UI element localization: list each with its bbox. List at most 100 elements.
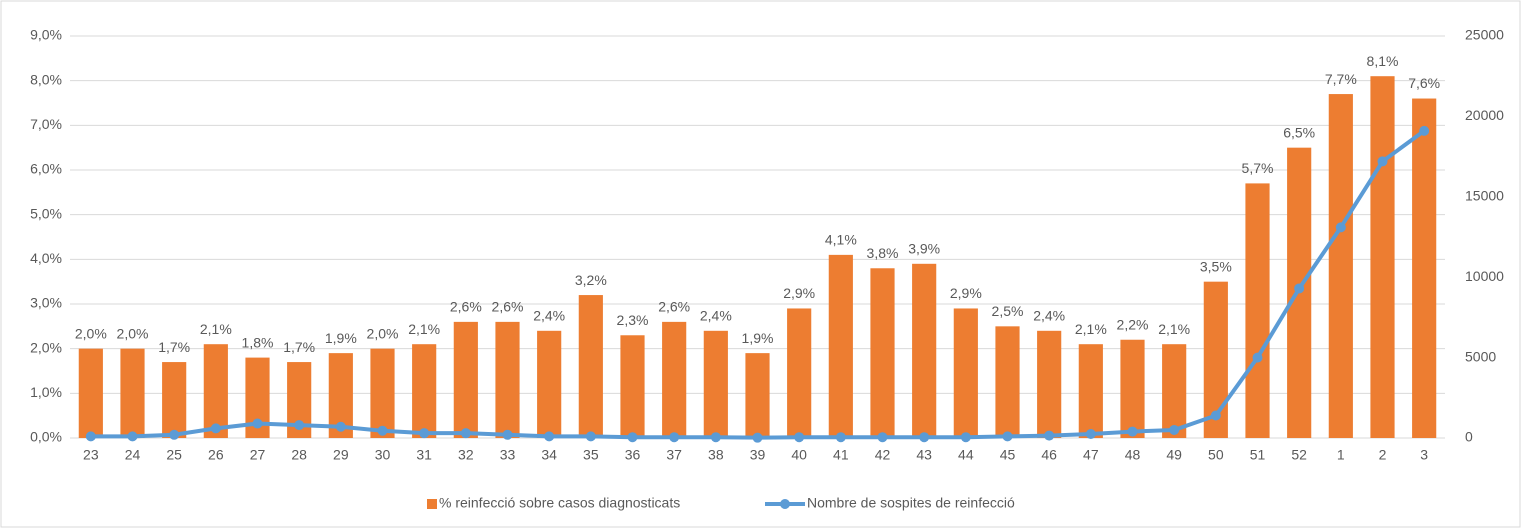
- x-tick-label: 43: [916, 447, 932, 463]
- legend-label: % reinfecció sobre casos diagnosticats: [439, 495, 680, 511]
- y-tick-label: 7,0%: [30, 116, 62, 132]
- x-tick-label: 38: [708, 447, 724, 463]
- data-label: 3,5%: [1200, 258, 1232, 274]
- data-label: 2,1%: [200, 321, 232, 337]
- x-tick-label: 49: [1166, 447, 1182, 463]
- y2-tick-label: 10000: [1465, 268, 1504, 284]
- x-tick-label: 45: [1000, 447, 1016, 463]
- data-label: 3,8%: [867, 245, 899, 261]
- data-label: 2,5%: [992, 303, 1024, 319]
- bar: [412, 344, 437, 438]
- line-marker: [85, 431, 96, 442]
- x-tick-label: 44: [958, 447, 974, 463]
- y-tick-label: 3,0%: [30, 295, 62, 311]
- line-marker: [627, 432, 638, 443]
- data-label: 7,6%: [1408, 75, 1440, 91]
- y-tick-label: 2,0%: [30, 339, 62, 355]
- data-label: 2,4%: [533, 308, 565, 324]
- data-label: 1,7%: [158, 339, 190, 355]
- bar: [203, 344, 228, 438]
- y-tick-label: 1,0%: [30, 384, 62, 400]
- data-label: 2,6%: [492, 299, 524, 315]
- y2-tick-label: 5000: [1465, 348, 1496, 364]
- bar: [662, 321, 687, 438]
- y-tick-label: 6,0%: [30, 161, 62, 177]
- x-tick-label: 40: [791, 447, 807, 463]
- x-tick-label: 1: [1337, 447, 1345, 463]
- bar: [453, 321, 478, 438]
- line-marker: [169, 429, 180, 440]
- x-tick-label: 26: [208, 447, 224, 463]
- bar: [1245, 183, 1270, 438]
- line-marker: [1210, 410, 1221, 421]
- bar: [578, 295, 603, 438]
- line-marker: [1419, 125, 1430, 136]
- x-tick-label: 52: [1291, 447, 1307, 463]
- data-label: 2,9%: [950, 285, 982, 301]
- legend-label: Nombre de sospites de reinfecció: [807, 495, 1015, 511]
- x-tick-label: 29: [333, 447, 349, 463]
- data-label: 3,9%: [908, 241, 940, 257]
- data-label: 6,5%: [1283, 124, 1315, 140]
- x-tick-label: 34: [541, 447, 557, 463]
- x-tick-label: 23: [83, 447, 99, 463]
- data-label: 2,6%: [450, 299, 482, 315]
- y2-tick-label: 25000: [1465, 27, 1504, 43]
- bar: [1412, 98, 1437, 439]
- line-marker: [1252, 352, 1263, 363]
- bar: [620, 335, 645, 438]
- line-marker: [835, 432, 846, 443]
- line-marker: [1002, 431, 1013, 442]
- x-tick-label: 50: [1208, 447, 1224, 463]
- x-tick-label: 47: [1083, 447, 1099, 463]
- y2-tick-label: 20000: [1465, 107, 1504, 123]
- line-marker: [752, 432, 763, 443]
- data-label: 5,7%: [1242, 160, 1274, 176]
- data-label: 2,9%: [783, 285, 815, 301]
- bar: [537, 330, 562, 438]
- data-label: 2,1%: [1075, 321, 1107, 337]
- data-label: 2,0%: [75, 325, 107, 341]
- x-tick-label: 39: [750, 447, 766, 463]
- bar: [912, 263, 937, 438]
- bar: [953, 308, 978, 438]
- x-tick-label: 28: [291, 447, 307, 463]
- x-tick-label: 36: [625, 447, 641, 463]
- data-label: 1,9%: [742, 330, 774, 346]
- line-marker: [1294, 283, 1305, 294]
- line-marker: [1377, 156, 1388, 167]
- y-tick-label: 8,0%: [30, 71, 62, 87]
- y-tick-label: 9,0%: [30, 27, 62, 43]
- x-tick-label: 31: [416, 447, 432, 463]
- bar: [1120, 339, 1145, 438]
- data-label: 2,3%: [617, 312, 649, 328]
- line-marker: [1085, 428, 1096, 439]
- line-marker: [585, 431, 596, 442]
- bar: [1037, 330, 1062, 438]
- line-marker: [877, 432, 888, 443]
- x-tick-label: 30: [375, 447, 391, 463]
- data-label: 1,7%: [283, 339, 315, 355]
- x-tick-label: 32: [458, 447, 474, 463]
- data-label: 7,7%: [1325, 71, 1357, 87]
- y2-tick-label: 15000: [1465, 188, 1504, 204]
- legend-swatch: [780, 499, 790, 509]
- line-marker: [794, 432, 805, 443]
- x-tick-label: 42: [875, 447, 891, 463]
- line-marker: [335, 421, 346, 432]
- bar: [1162, 344, 1187, 438]
- bar: [120, 348, 145, 438]
- x-tick-label: 46: [1041, 447, 1057, 463]
- line-marker: [502, 429, 513, 440]
- line-marker: [960, 432, 971, 443]
- data-label: 2,6%: [658, 299, 690, 315]
- line-marker: [419, 428, 430, 439]
- bar: [787, 308, 812, 438]
- bar: [162, 362, 187, 438]
- line-marker: [919, 432, 930, 443]
- bar: [1370, 76, 1395, 438]
- y2-tick-label: 0: [1465, 429, 1473, 445]
- bar: [870, 268, 895, 438]
